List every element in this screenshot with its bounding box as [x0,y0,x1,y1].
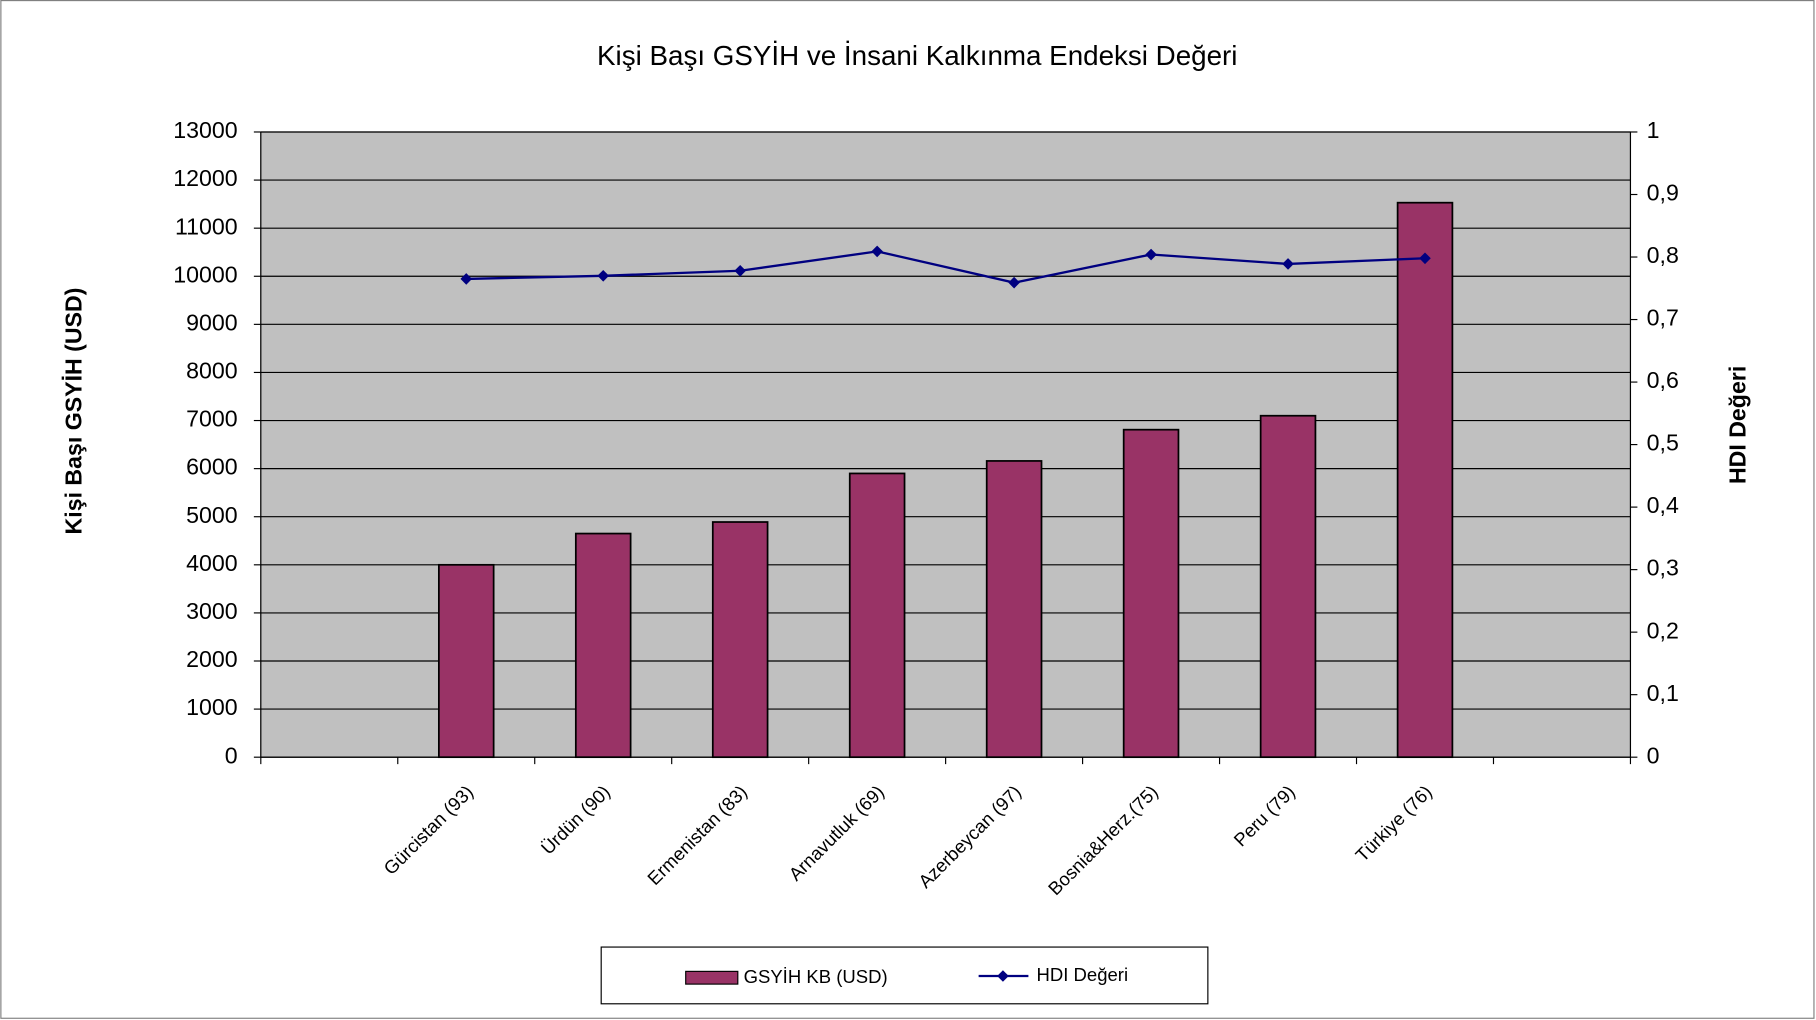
y2-tick-label: 0,5 [1647,430,1679,456]
y2-tick-label: 0 [1647,742,1660,768]
y-tick-label: 11000 [175,213,238,239]
y-tick-label: 2000 [186,646,237,672]
bar [848,472,906,759]
line-marker [1008,276,1020,289]
y-tick-label: 7000 [186,406,237,432]
y2-tick-label: 0,4 [1647,492,1679,518]
y2-tick-label: 1 [1647,117,1660,143]
line-marker [871,245,883,258]
y2-axis-label: HDI Değeri [1724,366,1750,484]
y2-tick-label: 0,8 [1647,242,1679,268]
y-tick-label: 12000 [173,165,237,191]
y-tick-label: 3000 [186,598,237,624]
bar [1259,414,1317,759]
y2-tick-label: 0,6 [1647,367,1679,393]
y2-tick-label: 0,7 [1647,305,1679,331]
y-tick-label: 8000 [186,358,237,384]
legend-swatch [685,970,739,985]
y-tick-label: 6000 [186,454,237,480]
y-tick-label: 10000 [173,261,237,287]
line-marker [1419,252,1431,265]
y2-tick-label: 0,3 [1647,555,1679,581]
chart-title: Kişi Başı GSYİH ve İnsani Kalkınma Endek… [597,40,1237,71]
bar [1122,428,1180,759]
y2-tick-label: 0,1 [1647,680,1679,706]
legend-label: HDI Değeri [1037,964,1129,985]
line-marker [460,273,473,285]
bar [574,532,632,759]
y-tick-label: 4000 [186,550,237,576]
legend-label: GSYİH KB (USD) [744,966,888,987]
y-tick-label: 0 [225,742,238,768]
bar [437,563,495,759]
bar [711,521,769,759]
y2-tick-label: 0,9 [1647,180,1679,206]
line-marker [1145,248,1157,261]
y-tick-label: 5000 [186,502,237,528]
y-tick-label: 13000 [173,117,237,143]
line-marker [1282,258,1294,270]
bar [1396,201,1454,759]
bar [985,460,1043,759]
y-tick-label: 1000 [186,694,237,720]
y2-tick-label: 0,2 [1647,617,1679,643]
line-series [466,250,1426,284]
y-tick-label: 9000 [186,309,237,335]
y-axis-label: Kişi Başı GSYİH (USD) [61,288,87,535]
